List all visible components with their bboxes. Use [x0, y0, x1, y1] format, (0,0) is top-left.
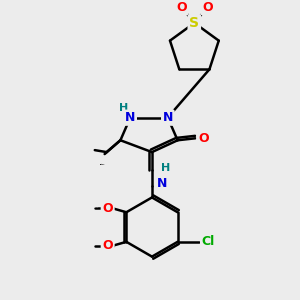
Text: H: H [119, 103, 128, 113]
Text: S: S [189, 16, 200, 30]
Text: N: N [157, 177, 167, 190]
Text: methyl_label: methyl_label [85, 205, 94, 207]
Text: H: H [161, 163, 170, 173]
Text: O: O [102, 202, 113, 215]
Text: N: N [163, 111, 173, 124]
Text: O: O [202, 1, 212, 13]
Text: N: N [125, 111, 136, 124]
Text: H: H [161, 163, 170, 173]
Text: methoxy: methoxy [93, 207, 99, 208]
Text: methyl: methyl [100, 163, 105, 165]
Text: H: H [119, 103, 128, 113]
Text: N: N [163, 111, 173, 124]
Text: Cl: Cl [202, 235, 215, 248]
Text: N: N [157, 177, 167, 190]
Text: S: S [189, 16, 200, 30]
Text: O: O [102, 202, 113, 215]
Text: O: O [202, 1, 212, 13]
Text: O: O [198, 132, 208, 145]
Text: O: O [198, 132, 208, 145]
Text: O: O [102, 239, 113, 252]
Text: N: N [125, 111, 136, 124]
Text: O: O [176, 1, 187, 13]
Text: Cl: Cl [202, 235, 215, 248]
Text: O: O [176, 1, 187, 13]
Text: O: O [102, 239, 113, 252]
